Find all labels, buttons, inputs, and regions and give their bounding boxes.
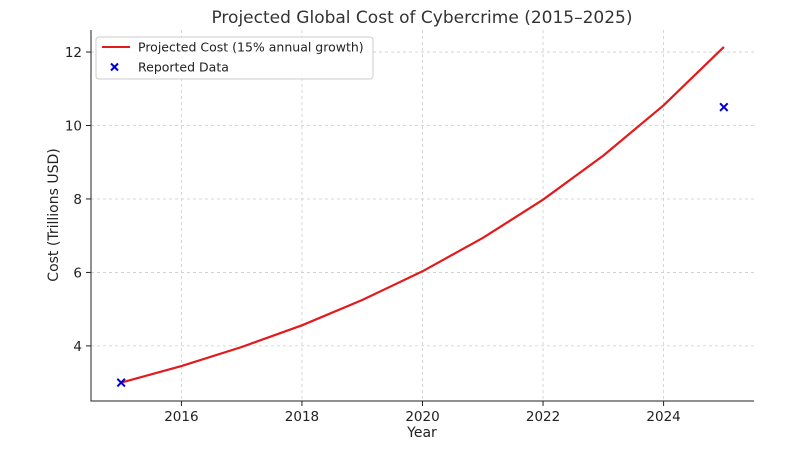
legend: Projected Cost (15% annual growth) Repor… bbox=[95, 36, 374, 80]
x-tick-label: 2024 bbox=[646, 409, 680, 425]
legend-entry-reported: Reported Data bbox=[138, 60, 229, 75]
chart-title: Projected Global Cost of Cybercrime (201… bbox=[211, 8, 632, 28]
projected-cost-line bbox=[120, 46, 725, 384]
reported-data-point bbox=[116, 378, 126, 388]
y-tick-label: 10 bbox=[65, 119, 82, 135]
series-layer bbox=[116, 46, 729, 388]
y-axis-ticks: 4 6 8 10 12 bbox=[65, 45, 91, 355]
grid bbox=[91, 30, 754, 401]
x-tick-label: 2020 bbox=[405, 409, 439, 425]
x-tick-label: 2018 bbox=[285, 409, 319, 425]
axis-spines bbox=[90, 30, 754, 402]
axes bbox=[90, 30, 754, 402]
reported-data-point bbox=[719, 102, 729, 112]
x-axis-label: Year bbox=[406, 425, 437, 441]
y-tick-label: 4 bbox=[73, 339, 82, 355]
y-tick-label: 6 bbox=[73, 265, 82, 281]
legend-entry-projected: Projected Cost (15% annual growth) bbox=[138, 40, 364, 55]
legend-box bbox=[95, 36, 374, 80]
legend-x-marker bbox=[110, 62, 119, 72]
x-tick-label: 2022 bbox=[526, 409, 560, 425]
x-axis-ticks: 2016 2018 2020 2022 2024 bbox=[164, 401, 681, 425]
y-tick-label: 8 bbox=[73, 192, 82, 208]
x-tick-label: 2016 bbox=[164, 409, 198, 425]
y-tick-label: 12 bbox=[65, 45, 82, 61]
y-axis-label: Cost (Trillions USD) bbox=[46, 148, 62, 281]
